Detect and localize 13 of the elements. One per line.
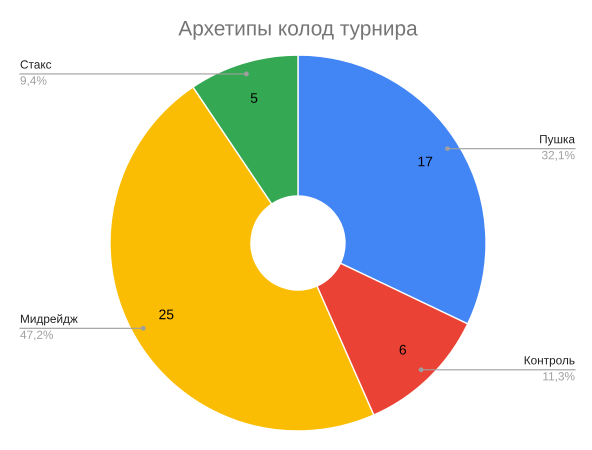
data-label: 5 bbox=[250, 93, 258, 103]
text: 11,3% bbox=[543, 372, 575, 382]
chart-title: Архетипы колод турнира bbox=[178, 21, 418, 40]
data-label: 6 bbox=[400, 344, 406, 355]
data-label: 17 bbox=[418, 156, 432, 166]
data-label: 25 bbox=[159, 310, 174, 320]
slice-label: Мидрейдж bbox=[20, 314, 78, 326]
text: 32,1% bbox=[542, 150, 575, 161]
slice-label: Стакс bbox=[20, 60, 52, 69]
slice-label: Контроль bbox=[524, 356, 575, 367]
slice-label: Пушка bbox=[540, 135, 575, 146]
text: 9,4% bbox=[20, 76, 46, 86]
text: 47,2% bbox=[20, 330, 54, 340]
